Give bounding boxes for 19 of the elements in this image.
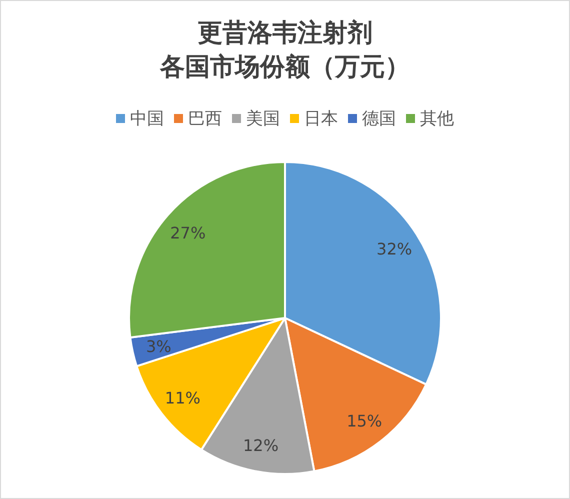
title: 更昔洛韦注射剂各国市场份额（万元） bbox=[160, 18, 410, 81]
legend-label: 美国 bbox=[246, 109, 280, 129]
legend-item: 其他 bbox=[406, 109, 454, 129]
legend-label: 巴西 bbox=[188, 109, 222, 129]
data-label: 11% bbox=[164, 388, 200, 408]
data-label: 15% bbox=[346, 411, 382, 430]
legend-label: 日本 bbox=[304, 109, 338, 129]
legend-label: 其他 bbox=[420, 109, 454, 129]
data-label: 3% bbox=[146, 337, 172, 356]
data-label: 12% bbox=[242, 436, 279, 456]
legend-item: 德国 bbox=[348, 109, 396, 129]
legend-item: 日本 bbox=[290, 109, 338, 129]
legend-label: 中国 bbox=[130, 109, 164, 129]
data-label: 27% bbox=[170, 223, 206, 242]
legend-item: 巴西 bbox=[174, 109, 222, 129]
legend-item: 中国 bbox=[116, 109, 164, 129]
legend-label: 德国 bbox=[362, 109, 396, 129]
legend-item: 美国 bbox=[232, 109, 280, 129]
data-label: 32% bbox=[376, 240, 412, 259]
